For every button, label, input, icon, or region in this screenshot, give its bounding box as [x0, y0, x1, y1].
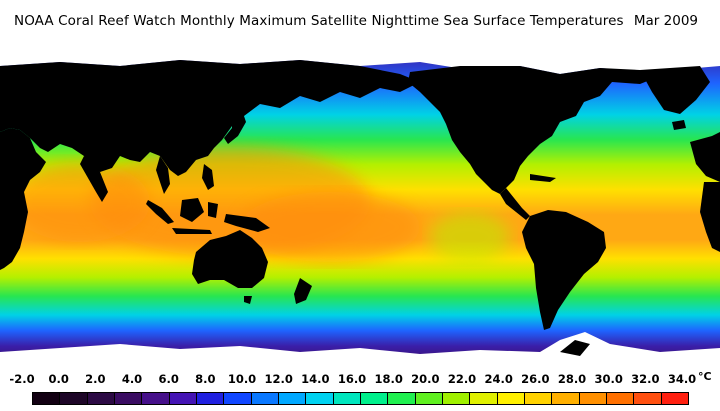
colorbar-swatch — [224, 393, 252, 404]
colorbar-swatch — [497, 393, 525, 404]
colorbar-swatch — [634, 393, 662, 404]
landmass-south-america — [522, 210, 606, 330]
colorbar-swatch — [579, 393, 607, 404]
colorbar-swatch — [661, 393, 688, 404]
colorbar-swatch — [442, 393, 471, 404]
colorbar-tick-label: 2.0 — [85, 372, 106, 386]
landmass-india — [80, 156, 108, 202]
landmass-africa — [0, 128, 46, 270]
sst-map-canvas — [0, 52, 720, 365]
landmass-west-africa — [700, 182, 720, 252]
colorbar-tick-label: 22.0 — [447, 372, 477, 386]
warm-pool-south-pacific — [240, 192, 420, 262]
colorbar-swatch — [60, 393, 88, 404]
colorbar-swatch — [388, 393, 416, 404]
colorbar-tick-label: 16.0 — [337, 372, 367, 386]
landmass-north-america — [408, 66, 660, 194]
landmass-sulawesi — [208, 202, 218, 218]
title-bar: NOAA Coral Reef Watch Monthly Maximum Sa… — [0, 0, 720, 52]
colorbar-tick-label: 4.0 — [121, 372, 143, 386]
landmass-iceland — [672, 120, 686, 130]
colorbar-tick-label: 12.0 — [264, 372, 293, 386]
landmass-indochina — [156, 156, 170, 194]
colorbar-swatch — [33, 393, 61, 404]
colorbar-tick-label: -2.0 — [9, 372, 35, 386]
colorbar-swatch — [606, 393, 635, 404]
colorbar-tick-label: 0.0 — [48, 372, 69, 386]
landmass-new-guinea — [224, 214, 270, 232]
antarctica-ice — [0, 332, 720, 365]
landmass-borneo — [180, 198, 204, 222]
colorbar-swatch — [251, 393, 279, 404]
landmass-tasmania — [244, 296, 252, 304]
landmass-cuba — [530, 174, 556, 182]
landmass-japan — [224, 110, 246, 144]
landmass-central-america — [500, 188, 530, 220]
colorbar-tick-label: 8.0 — [195, 372, 216, 386]
colorbar-swatch — [169, 393, 197, 404]
landmass-sumatra — [146, 200, 174, 224]
colorbar-tick-label: 30.0 — [594, 372, 623, 386]
colorbar-tick-label: 18.0 — [374, 372, 403, 386]
colorbar-swatch — [524, 393, 553, 404]
cold-tongue-east-pacific — [430, 212, 510, 262]
sst-map[interactable] — [0, 52, 720, 365]
landmass-greenland — [640, 66, 710, 114]
arctic-ice — [0, 52, 720, 74]
map-date: Mar 2009 — [633, 13, 698, 29]
warm-pool-indian-ocean — [10, 162, 150, 242]
colorbar-swatch — [415, 393, 443, 404]
colorbar — [32, 392, 689, 405]
colorbar-swatch — [142, 393, 170, 404]
colorbar-tick-label: 6.0 — [158, 372, 179, 386]
landmass-new-zealand — [294, 278, 312, 304]
colorbar-tick-label: 34.0 — [667, 372, 697, 386]
colorbar-swatch — [470, 393, 498, 404]
colorbar-unit: °C — [698, 370, 712, 383]
landmass-antarctic-peninsula — [560, 340, 590, 356]
colorbar-swatch — [196, 393, 225, 404]
colorbar-swatch — [360, 393, 389, 404]
colorbar-tick-label: 20.0 — [411, 372, 440, 386]
colorbar-swatch — [552, 393, 580, 404]
map-title: NOAA Coral Reef Watch Monthly Maximum Sa… — [14, 13, 624, 29]
landmass-philippines — [202, 164, 214, 190]
colorbar-swatch — [306, 393, 334, 404]
colorbar-swatch — [114, 393, 143, 404]
colorbar-swatch — [87, 393, 115, 404]
landmass-australia — [192, 230, 268, 288]
colorbar-tick-label: 24.0 — [484, 372, 513, 386]
colorbar-labels: -2.0 0.0 2.0 4.0 6.0 8.0 10.0 12.0 14.0 16.0 18.0 2… — [0, 372, 720, 390]
colorbar-swatch — [278, 393, 307, 404]
colorbar-tick-label: 32.0 — [631, 372, 660, 386]
landmass-europe — [690, 132, 720, 182]
landmass-eurasia — [0, 60, 420, 176]
colorbar-tick-label: 10.0 — [227, 372, 257, 386]
colorbar-tick-label: 28.0 — [557, 372, 587, 386]
colorbar-tick-label: 14.0 — [301, 372, 330, 386]
landmass-java — [172, 228, 212, 234]
colorbar-swatch — [333, 393, 361, 404]
colorbar-tick-label: 26.0 — [521, 372, 550, 386]
